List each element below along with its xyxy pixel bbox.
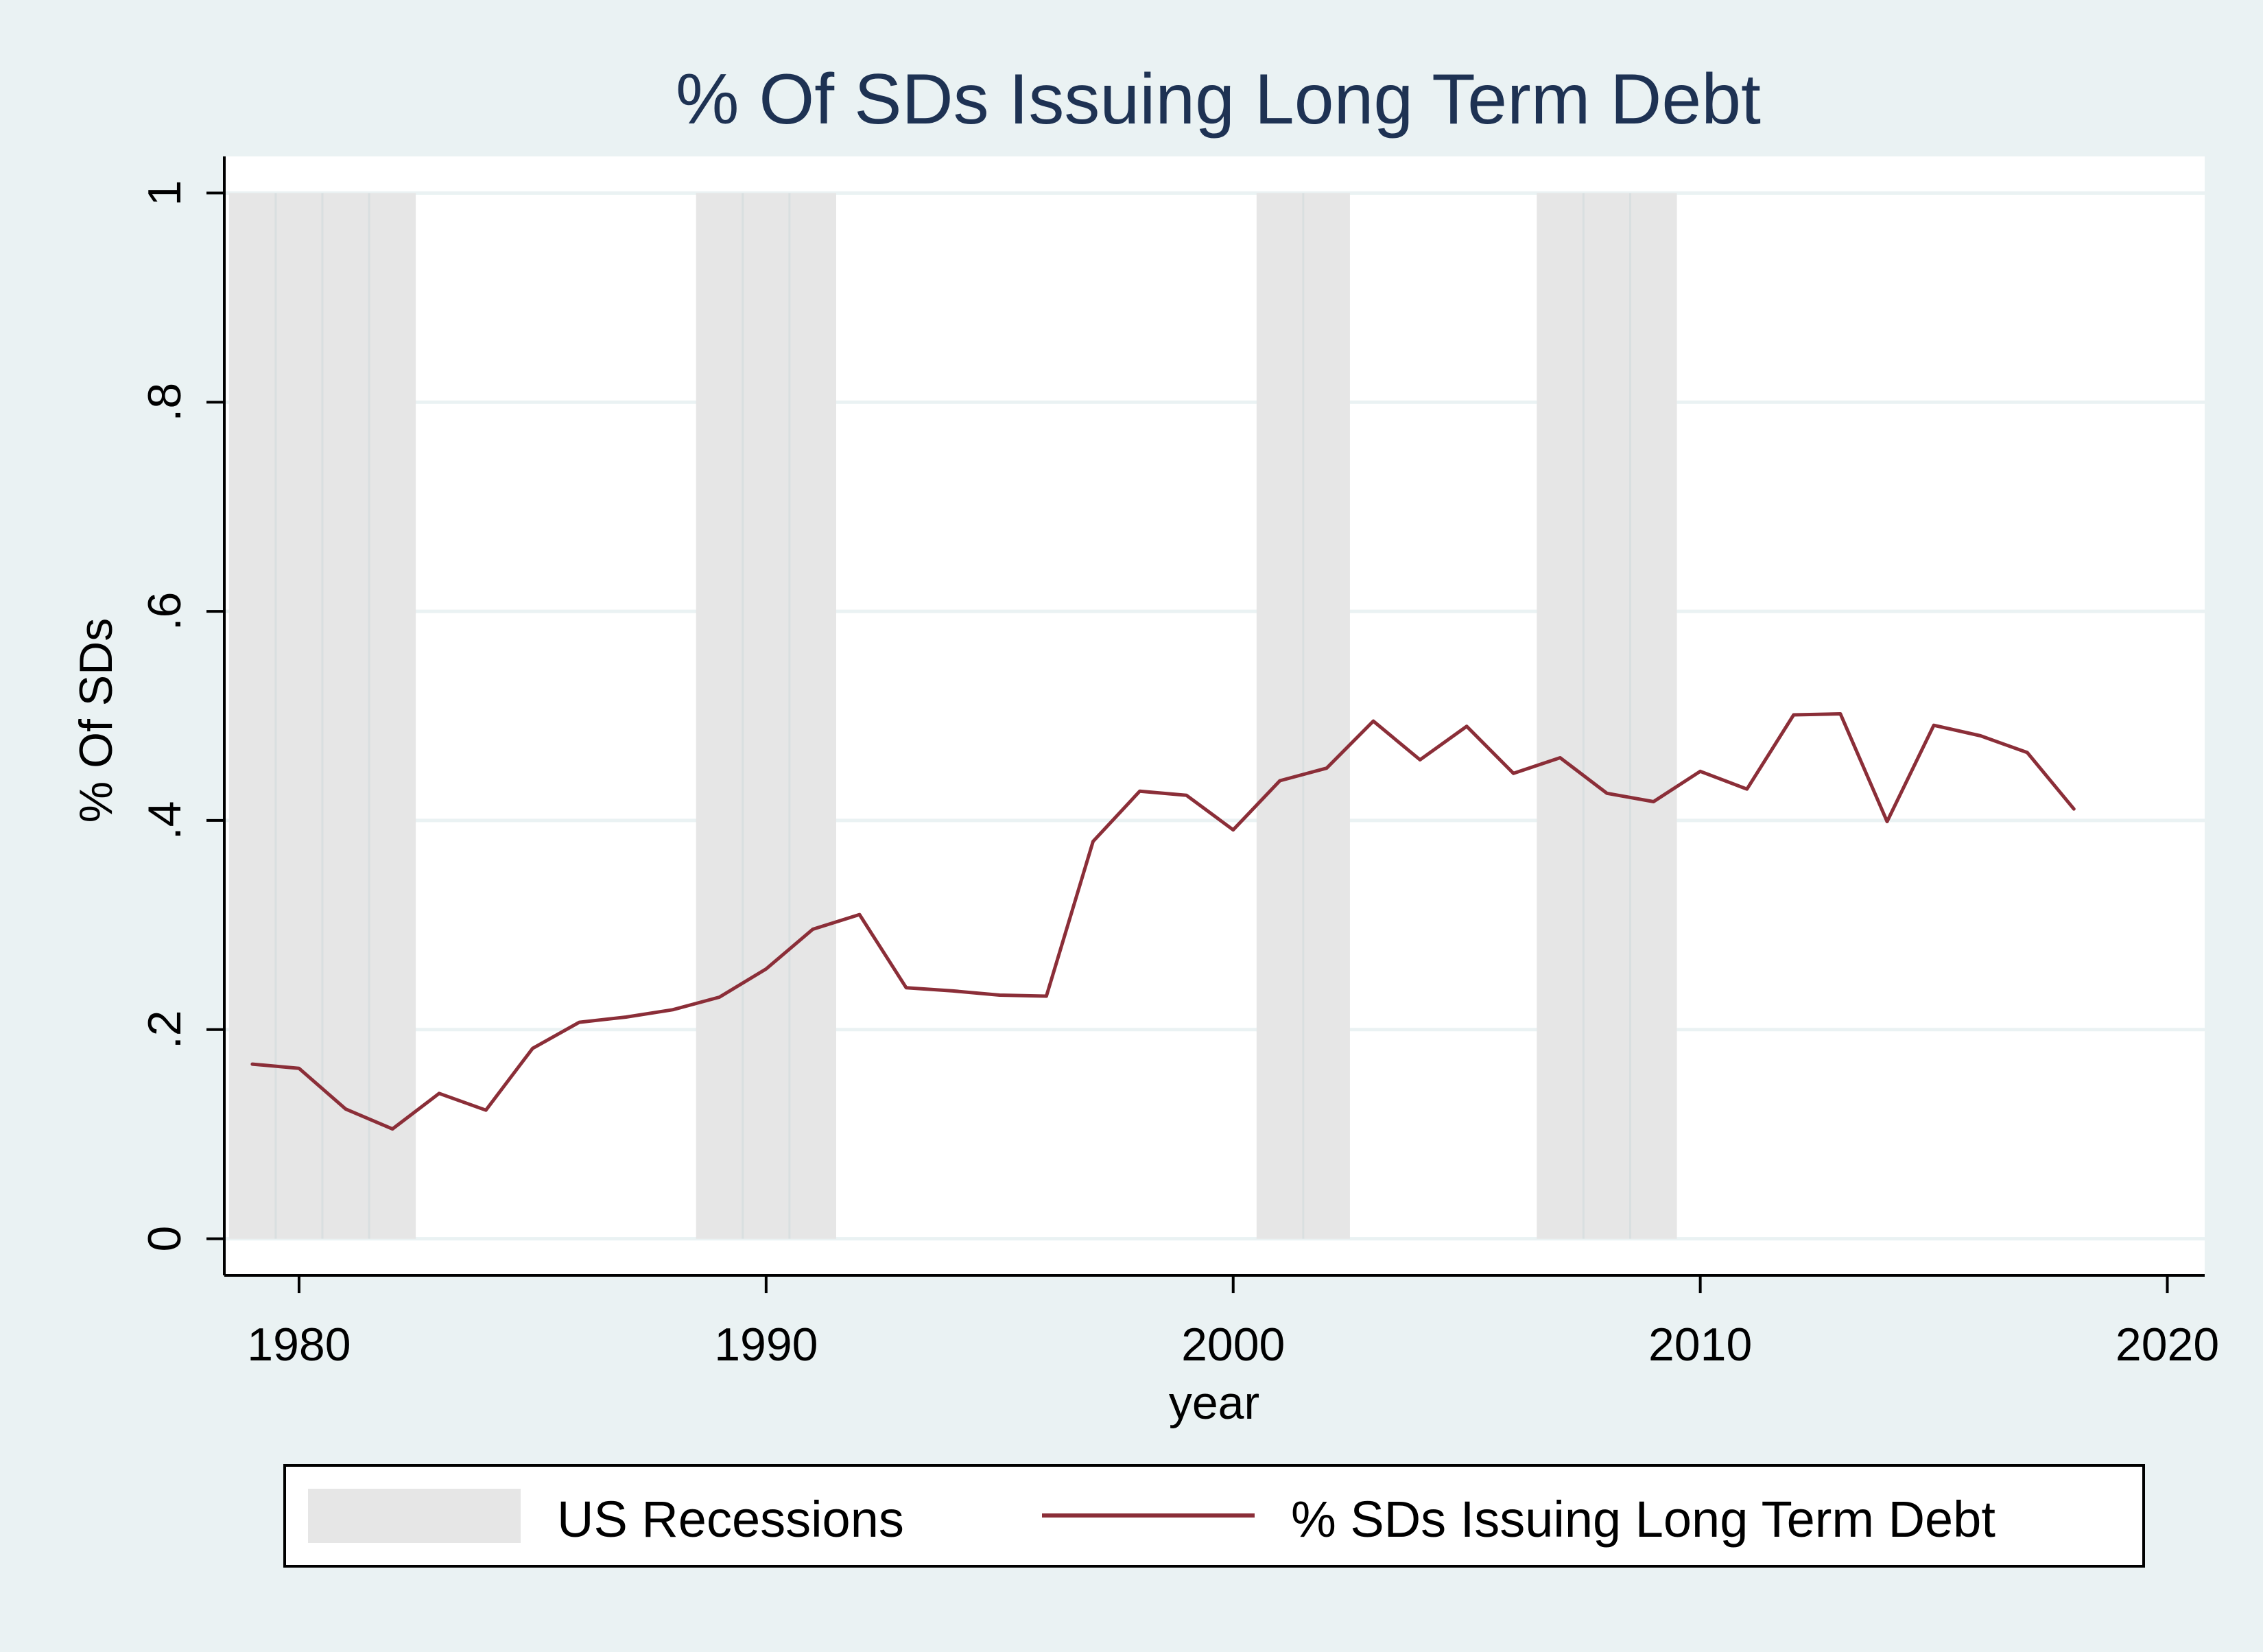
- recession-bar-0-1: [275, 193, 322, 1239]
- legend: US Recessions % SDs Issuing Long Term De…: [283, 1464, 2145, 1568]
- recession-bar-1-0: [696, 193, 743, 1239]
- data-point-0-2: [344, 1108, 347, 1111]
- y-tick-label-0: 0: [139, 1226, 191, 1252]
- data-point-0-30: [1652, 800, 1655, 803]
- data-point-0-35: [1886, 820, 1888, 823]
- axes: 0 .2 .4 .6 .8 1 1980 1990 2000 2010 2020: [139, 156, 2219, 1371]
- plot-area: [224, 156, 2205, 1275]
- data-point-0-12: [811, 928, 814, 930]
- data-point-0-26: [1465, 725, 1468, 728]
- data-point-0-7: [578, 1021, 580, 1024]
- x-tick-label-3: 2010: [1648, 1319, 1752, 1371]
- recession-bar-3-2: [1630, 193, 1677, 1239]
- data-point-0-6: [531, 1047, 534, 1050]
- y-tick-label-2: .4: [139, 801, 191, 840]
- recession-bar-1-1: [742, 193, 790, 1239]
- recession-bar-1-2: [789, 193, 836, 1239]
- data-point-0-22: [1279, 779, 1281, 782]
- data-point-0-9: [672, 1008, 674, 1011]
- x-tick-label-2: 2000: [1181, 1319, 1285, 1371]
- data-point-0-19: [1139, 790, 1141, 792]
- recession-bar-2-0: [1256, 193, 1303, 1239]
- y-tick-label-3: .6: [139, 592, 191, 631]
- data-point-0-11: [765, 967, 768, 970]
- data-point-0-34: [1839, 712, 1842, 715]
- data-point-0-16: [998, 993, 1001, 996]
- legend-label-ltd-series: % SDs Issuing Long Term Debt: [1291, 1491, 1995, 1548]
- y-tick-label-5: 1: [139, 180, 191, 206]
- y-axis-label: % Of SDs: [70, 618, 122, 823]
- recession-bands: [228, 193, 1677, 1239]
- data-point-0-17: [1045, 995, 1047, 998]
- data-point-0-5: [484, 1109, 487, 1111]
- data-point-0-38: [2026, 751, 2028, 754]
- series-line-0: [250, 712, 2076, 1131]
- data-point-0-37: [1979, 734, 1982, 737]
- y-tick-label-1: .2: [139, 1010, 191, 1049]
- data-point-0-25: [1419, 759, 1421, 762]
- recession-bar-3-0: [1537, 193, 1584, 1239]
- data-point-0-28: [1559, 756, 1561, 759]
- legend-label-us-recessions: US Recessions: [557, 1491, 904, 1548]
- data-point-0-21: [1232, 829, 1235, 831]
- data-point-0-13: [858, 913, 861, 916]
- data-point-0-0: [251, 1063, 254, 1065]
- data-point-0-8: [625, 1015, 628, 1018]
- data-point-0-10: [718, 996, 721, 999]
- recession-bar-3-1: [1583, 193, 1631, 1239]
- recession-bar-2-1: [1303, 193, 1350, 1239]
- x-tick-label-1: 1990: [714, 1319, 818, 1371]
- data-point-0-20: [1185, 794, 1188, 796]
- recession-bar-0-3: [369, 193, 416, 1239]
- data-point-0-29: [1605, 792, 1608, 794]
- data-point-0-14: [905, 987, 908, 989]
- gridlines: [224, 191, 2205, 1241]
- data-point-0-36: [1932, 724, 1935, 727]
- chart-title: % Of SDs Issuing Long Term Debt: [676, 60, 1761, 139]
- legend-swatch-us-recessions: [308, 1489, 521, 1543]
- data-point-0-18: [1091, 840, 1094, 842]
- recession-bar-0-0: [228, 193, 276, 1239]
- data-point-0-23: [1325, 767, 1328, 770]
- data-point-0-1: [298, 1067, 300, 1070]
- data-point-0-24: [1372, 720, 1375, 722]
- data-point-0-39: [2072, 807, 2075, 810]
- x-tick-label-0: 1980: [247, 1319, 351, 1371]
- data-point-0-4: [438, 1092, 440, 1095]
- data-point-0-33: [1792, 713, 1795, 716]
- data-point-0-15: [951, 989, 954, 992]
- data-point-0-27: [1512, 772, 1515, 775]
- y-tick-label-4: .8: [139, 383, 191, 422]
- data-point-0-32: [1746, 788, 1749, 790]
- series-layer: [250, 712, 2076, 1131]
- data-point-0-3: [391, 1128, 394, 1131]
- x-axis-label: year: [1169, 1377, 1259, 1429]
- data-point-0-31: [1699, 770, 1702, 772]
- x-tick-label-4: 2020: [2116, 1319, 2219, 1371]
- recession-bar-0-2: [322, 193, 370, 1239]
